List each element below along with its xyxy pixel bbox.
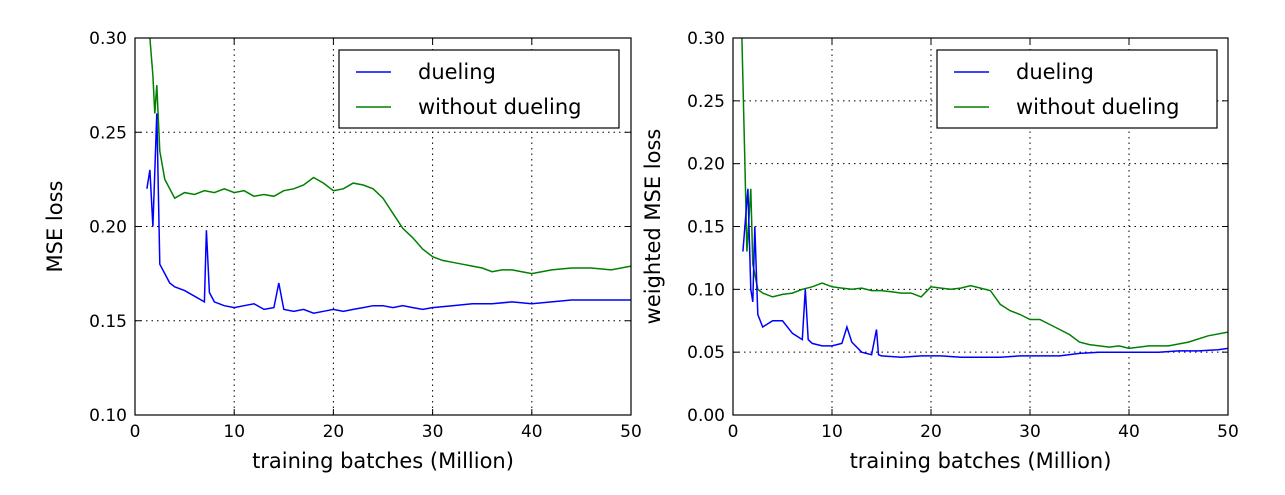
legend: dueling without dueling: [338, 49, 620, 129]
legend-label: dueling: [418, 60, 496, 84]
chart-panel-1: 0 10 20 30 40 50 0.10 0.15 0.20 0.25 0.30 training …: [43, 29, 642, 473]
y-tick-label: 0.20: [687, 155, 725, 175]
x-tick-label: 0: [728, 422, 739, 442]
x-tick-label: 10: [223, 422, 245, 442]
x-tick-label: 20: [323, 422, 345, 442]
x-tick-label: 30: [422, 422, 444, 442]
x-tick-label: 50: [620, 422, 642, 442]
legend-label: without dueling: [1016, 95, 1180, 119]
series-line-dueling: [742, 188, 1228, 358]
y-axis-label: MSE loss: [43, 181, 67, 273]
y-axis-label: weighted MSE loss: [641, 129, 665, 325]
y-tick-label: 0.00: [687, 406, 725, 426]
x-tick-label: 40: [1118, 422, 1140, 442]
axes-frame: [732, 37, 1229, 416]
x-tick-label: 30: [1019, 422, 1041, 442]
chart-panel-2: 0 10 20 30 40 50 0.00 0.05 0.10 0.15 0.20 0.25 0.30 t…: [641, 29, 1239, 473]
axes-frame: [134, 37, 632, 416]
x-axis-label: training batches (Million): [252, 449, 514, 473]
series-line-without-dueling: [741, 38, 1228, 350]
y-tick-label: 0.05: [687, 343, 725, 363]
series-line-dueling: [146, 113, 631, 314]
y-tick-label: 0.25: [687, 92, 725, 112]
y-tick-label: 0.10: [687, 280, 725, 300]
x-axis-label: training batches (Million): [850, 449, 1112, 473]
legend-box: [338, 49, 620, 129]
legend: dueling without dueling: [936, 49, 1218, 129]
legend-label: without dueling: [418, 95, 582, 119]
series-line-without-dueling: [149, 38, 631, 275]
y-tick-label: 0.30: [687, 29, 725, 49]
x-tick-label: 40: [521, 422, 543, 442]
y-tick-label: 0.10: [89, 406, 127, 426]
y-tick-label: 0.20: [89, 218, 127, 238]
x-tick-label: 20: [920, 422, 942, 442]
y-tick-label: 0.15: [687, 218, 725, 238]
y-tick-label: 0.25: [89, 123, 127, 143]
x-tick-label: 10: [821, 422, 843, 442]
y-tick-label: 0.15: [89, 312, 127, 332]
x-tick-label: 0: [130, 422, 141, 442]
x-tick-label: 50: [1217, 422, 1239, 442]
y-tick-label: 0.30: [89, 29, 127, 49]
legend-label: dueling: [1016, 60, 1094, 84]
legend-box: [936, 49, 1218, 129]
